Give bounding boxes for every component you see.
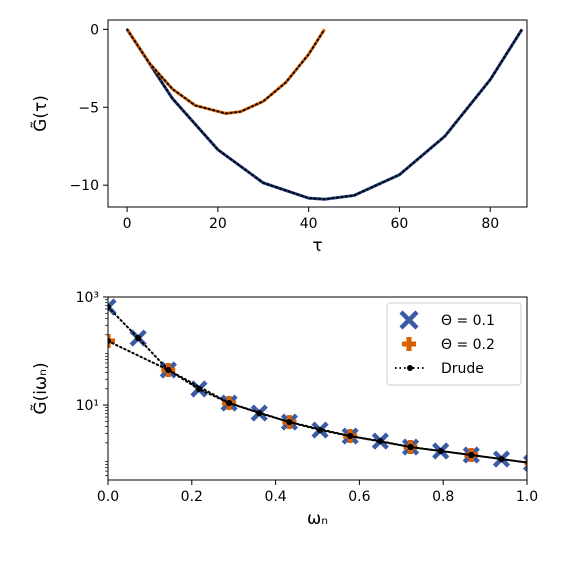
x-tick-label: 0.6 (348, 489, 370, 505)
legend: Θ = 0.1 Θ = 0.2 Drude (386, 302, 522, 386)
fit-dot (407, 444, 414, 451)
y-axis-label: G̃(τ) (30, 95, 51, 132)
legend-box (386, 302, 522, 386)
legend-label: Drude (441, 361, 484, 377)
x-tick-label: 0.4 (264, 489, 286, 505)
fit-dot (468, 451, 475, 458)
fit-dot (108, 304, 111, 310)
x-tick-label: 0.2 (181, 489, 203, 505)
x-tick-label: 0.0 (97, 489, 119, 505)
fit-dot (347, 433, 354, 440)
y-tick-label: 10³ (76, 290, 99, 306)
overlay-line (126, 28, 326, 115)
y-tick-label: −10 (69, 178, 99, 194)
fit-dot (529, 460, 535, 466)
x-tick-label: 20 (209, 216, 227, 232)
fit-dot (226, 400, 233, 407)
fit-dot (529, 460, 535, 466)
fit-dot (135, 335, 142, 342)
legend-label: Θ = 0.1 (441, 313, 495, 329)
x-tick-label: 80 (481, 216, 499, 232)
overlay-line (126, 28, 523, 201)
legend-marker (402, 337, 416, 351)
y-tick-label: −5 (78, 100, 99, 116)
plot-area (125, 28, 524, 201)
legend-label: Θ = 0.2 (441, 337, 495, 353)
axes-frame (107, 296, 528, 481)
x-tick-label: 60 (391, 216, 409, 232)
y-tick-label: 10¹ (76, 398, 99, 414)
axes-frame (107, 19, 528, 208)
plot-area (108, 298, 535, 472)
legend-marker (399, 310, 419, 330)
fit-dot (108, 338, 111, 345)
x-tick-label: 0 (123, 216, 132, 232)
plus-marker (108, 334, 115, 349)
y-tick-label: 0 (90, 22, 99, 38)
y-axis-label: G̃(iωₙ) (30, 362, 51, 414)
legend-dot (407, 365, 413, 371)
fit-dot (165, 367, 172, 374)
x-tick-label: 0.8 (432, 489, 454, 505)
x-axis-label: τ (312, 236, 322, 256)
x-tick-label: 1.0 (516, 489, 538, 505)
fit-line (108, 340, 527, 464)
x-axis-label: ωₙ (307, 509, 328, 529)
x-tick-label: 40 (300, 216, 318, 232)
fit-dot (286, 419, 293, 426)
